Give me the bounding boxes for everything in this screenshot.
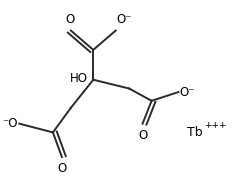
Text: O⁻: O⁻ [117, 13, 132, 26]
Text: Tb: Tb [188, 126, 203, 139]
Text: O: O [65, 13, 74, 26]
Text: HO: HO [70, 72, 88, 85]
Text: O⁻: O⁻ [180, 86, 195, 98]
Text: +++: +++ [204, 121, 227, 130]
Text: ⁻O: ⁻O [3, 117, 18, 130]
Text: O: O [57, 162, 66, 175]
Text: O: O [138, 129, 147, 142]
